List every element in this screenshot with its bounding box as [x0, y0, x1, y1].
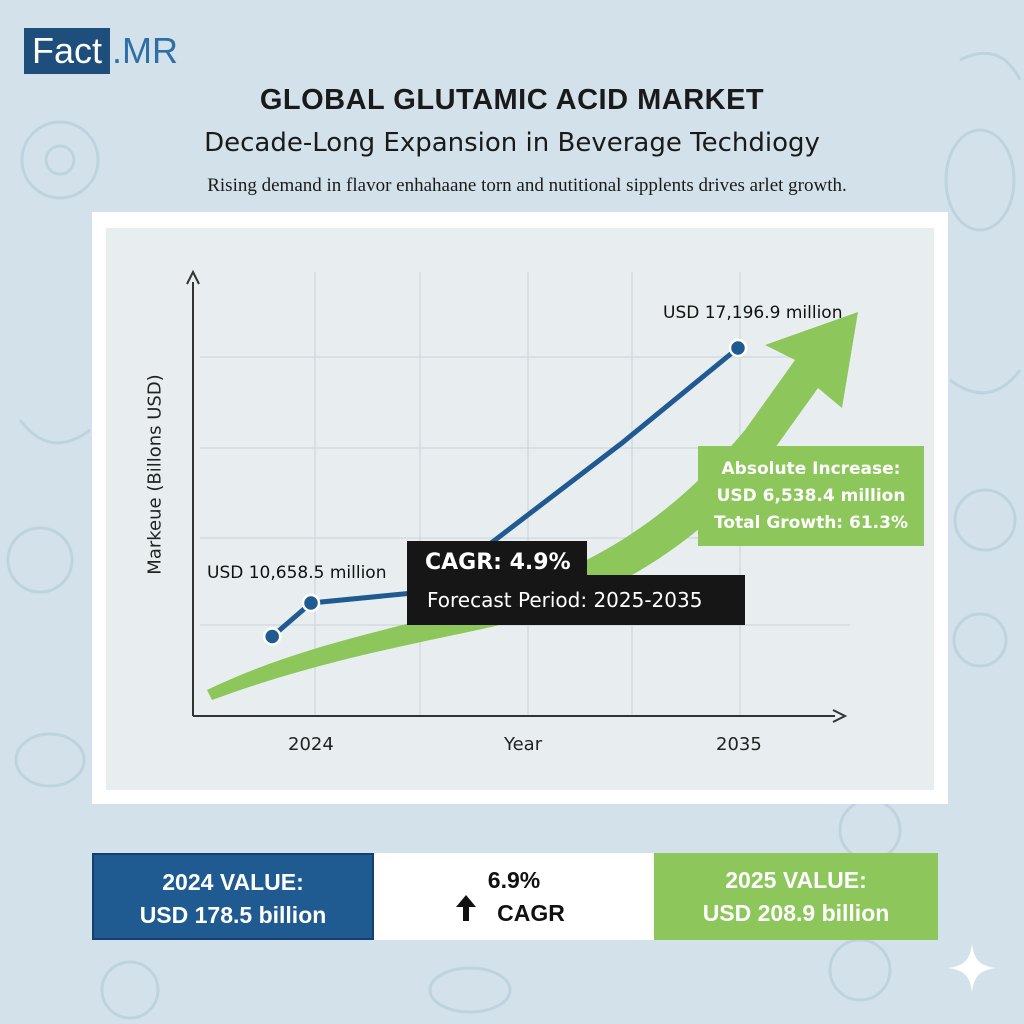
- chart-card: [92, 212, 948, 804]
- forecast-period-callout: Forecast Period: 2025-2035: [407, 575, 745, 625]
- page-title: GLOBAL GLUTAMIC ACID MARKET: [259, 84, 765, 116]
- y-axis-arrowhead: [186, 269, 200, 285]
- stat-2025-amount: USD 208.9 billion: [702, 900, 890, 926]
- data-label-2035: USD 17,196.9 million: [663, 303, 843, 323]
- stat-2024-amount: USD 178.5 billion: [139, 902, 327, 928]
- stat-2025-value: 2025 VALUE: USD 208.9 billion: [654, 853, 938, 940]
- sparkle-icon: [948, 944, 996, 992]
- stat-cagr-label: CAGR: [497, 900, 565, 926]
- absolute-increase-box: Absolute Increase: USD 6,538.4 million T…: [698, 446, 924, 546]
- stat-cagr-value: 6.9%: [487, 867, 541, 893]
- data-point-2035: [728, 338, 748, 358]
- page-tagline: Rising demand in flavor enhahaane torn a…: [207, 175, 847, 196]
- data-point-2023: [262, 627, 282, 646]
- page-subtitle: Decade-Long Expansion in Beverage Techdi…: [204, 128, 820, 158]
- stat-cagr: 6.9% CAGR: [374, 853, 654, 940]
- x-tick-label-2035: 2035: [716, 734, 762, 755]
- growth-arrow: [207, 312, 858, 700]
- stat-2024-heading: 2024 VALUE:: [162, 869, 304, 895]
- logo-box-text: Fact: [24, 28, 111, 74]
- arrow-up-icon: [455, 893, 477, 930]
- x-tick-label-2024: 2024: [288, 734, 334, 755]
- absolute-increase-heading: Absolute Increase:: [721, 459, 901, 479]
- logo-rest-text: .MR: [112, 30, 179, 71]
- absolute-increase-value: USD 6,538.4 million: [716, 486, 906, 506]
- fact-mr-logo: Fact .MR: [24, 28, 178, 74]
- y-axis-label: Markeue (Billons USD): [144, 374, 166, 575]
- stat-2024-value: 2024 VALUE: USD 178.5 billion: [92, 853, 374, 940]
- data-label-2024: USD 10,658.5 million: [207, 563, 387, 583]
- x-axis-arrowhead: [832, 709, 848, 723]
- stat-2025-heading: 2025 VALUE:: [725, 867, 867, 893]
- data-point-2024: [301, 593, 321, 613]
- x-axis-label: Year: [504, 734, 543, 755]
- total-growth-value: Total Growth: 61.3%: [713, 513, 908, 533]
